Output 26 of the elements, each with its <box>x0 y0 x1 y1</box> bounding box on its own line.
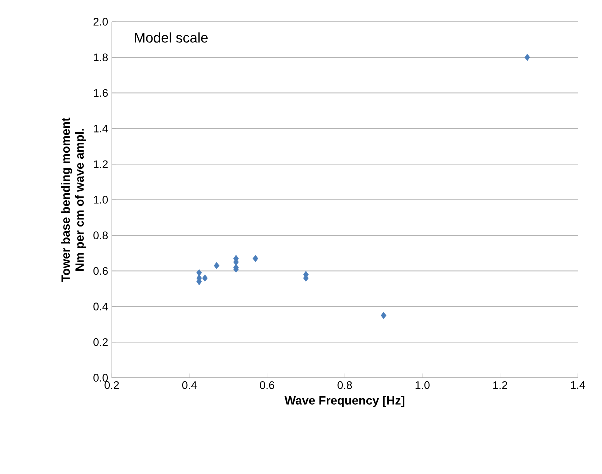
x-tick-label: 0.6 <box>260 382 274 390</box>
y-tick-label: 0.2 <box>94 338 108 346</box>
point <box>202 274 208 282</box>
point <box>252 255 258 262</box>
y-tick-label: 1.2 <box>94 160 108 168</box>
point <box>214 262 220 270</box>
y-tick-label: 2.0 <box>94 18 108 26</box>
x-tick-label: 0.2 <box>104 382 120 390</box>
y-tick-label: 1.0 <box>94 196 108 204</box>
y-tick-label: 1.8 <box>94 54 108 62</box>
y-tick-label: 0.6 <box>94 267 108 276</box>
y-tick-label: 1.6 <box>94 89 108 98</box>
point <box>524 54 530 62</box>
x-tick-label: 0.4 <box>182 382 197 390</box>
x-tick-label: 1.0 <box>416 382 430 390</box>
x-tick-label: 1.4 <box>571 382 586 390</box>
point <box>381 312 387 320</box>
x-axis-title: Wave Frequency [Hz] <box>284 396 405 408</box>
y-tick-label: 0.8 <box>94 232 108 240</box>
y-tick-label: 1.4 <box>94 125 108 133</box>
y-tick-label: 0.4 <box>94 302 108 311</box>
y-tick-label: 0.0 <box>94 374 108 382</box>
y-axis-title: Tower base bending moment Nm per cm of wave ampl. <box>61 118 86 282</box>
annotation: Model scale <box>135 32 208 43</box>
x-tick-label: 1.2 <box>494 382 508 390</box>
x-tick-label: 0.8 <box>338 382 352 390</box>
